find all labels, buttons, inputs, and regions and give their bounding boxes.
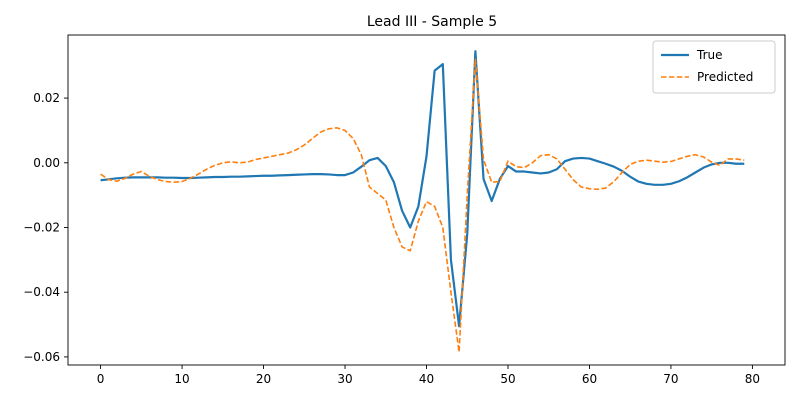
legend-label-predicted: Predicted xyxy=(697,70,753,84)
y-tick-label: −0.06 xyxy=(23,350,60,364)
legend: True Predicted xyxy=(652,40,776,94)
y-tick-label: 0.02 xyxy=(33,91,60,105)
x-tick-label: 70 xyxy=(663,372,678,386)
y-tick-label: 0.00 xyxy=(33,156,60,170)
x-tick-label: 50 xyxy=(500,372,515,386)
x-tick-label: 80 xyxy=(745,372,760,386)
series-line-predicted xyxy=(100,58,745,353)
x-tick-label: 20 xyxy=(256,372,271,386)
legend-label-true: True xyxy=(696,48,723,62)
x-tick-label: 0 xyxy=(97,372,105,386)
x-tick-label: 60 xyxy=(582,372,597,386)
series-line-true xyxy=(100,50,745,328)
x-tick-label: 40 xyxy=(419,372,434,386)
series-layer xyxy=(100,50,745,353)
axes-layer: 0 10 20 30 40 50 60 70 80 0.02 0.00 −0.02 −0.04 −0.06 xyxy=(23,34,786,386)
x-tick-label: 10 xyxy=(174,372,189,386)
y-tick-label: −0.04 xyxy=(23,285,60,299)
x-tick-label: 30 xyxy=(337,372,352,386)
chart-title: Lead III - Sample 5 xyxy=(367,14,497,30)
y-tick-label: −0.02 xyxy=(23,221,60,235)
